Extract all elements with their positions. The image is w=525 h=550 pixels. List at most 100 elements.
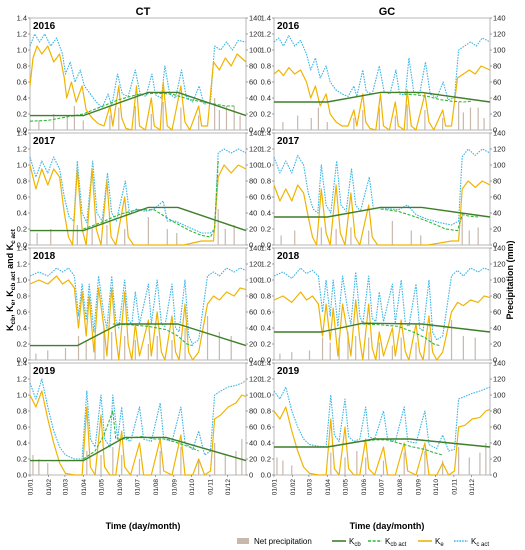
y-tick-left-label: 1.0 bbox=[17, 276, 27, 285]
y-tick-left-label: 1.4 bbox=[261, 244, 271, 253]
precip-bar bbox=[64, 348, 67, 360]
legend-label-sub: cb act bbox=[390, 542, 406, 548]
x-tick-label: 01/07 bbox=[379, 479, 386, 496]
y-tick-left-label: 1.0 bbox=[17, 161, 27, 170]
y-tick-right-label: 0 bbox=[493, 241, 497, 250]
y-tick-right-label: 80 bbox=[493, 407, 501, 416]
legend-swatch-precip bbox=[237, 538, 249, 544]
precip-bar bbox=[241, 439, 243, 475]
y-axis-label-left: Kcb, Ke, Kcb act and Kc act bbox=[5, 228, 17, 331]
y-tick-right-label: 80 bbox=[249, 177, 257, 186]
precip-bar bbox=[474, 337, 476, 360]
panel-year-label: 2016 bbox=[33, 21, 56, 32]
y-tick-left-label: 0.4 bbox=[261, 439, 271, 448]
precip-bar bbox=[479, 452, 481, 475]
y-tick-right-label: 140 bbox=[493, 129, 506, 138]
kcb-series-line bbox=[30, 436, 247, 462]
y-tick-left-label: 1.2 bbox=[17, 375, 27, 384]
legend-label-main: K bbox=[385, 537, 391, 546]
y-tick-right-label: 60 bbox=[493, 423, 501, 432]
precip-bar bbox=[458, 102, 460, 130]
panel-gc-2017: 0.0 0.2 0.4 0.6 0.8 1.0 1.2 1.4 0 20 40 60 80 100 120 1… bbox=[261, 129, 506, 250]
legend-item-kcb: Kcb bbox=[332, 537, 361, 548]
y-tick-right-label: 140 bbox=[493, 14, 506, 23]
y-tick-right-label: 120 bbox=[493, 375, 506, 384]
precip-bar bbox=[156, 336, 158, 360]
precip-bar bbox=[76, 225, 78, 245]
x-tick-label: 01/03 bbox=[306, 479, 313, 496]
precip-bar bbox=[330, 452, 332, 475]
legend-label: Kcb act bbox=[385, 537, 407, 548]
precip-bar bbox=[77, 336, 80, 360]
ke-series-line bbox=[273, 291, 491, 361]
plot-frame bbox=[29, 132, 247, 246]
precip-bar bbox=[86, 451, 88, 475]
y-tick-left-label: 1.4 bbox=[17, 244, 27, 253]
x-tick-label: 01/07 bbox=[135, 479, 142, 496]
precip-bar bbox=[462, 336, 464, 360]
x-axis-label-gc: Time (day/month) bbox=[350, 521, 425, 531]
precip-bar bbox=[356, 451, 358, 475]
kc-act-series-line bbox=[29, 33, 247, 109]
precip-bar bbox=[100, 455, 102, 475]
y-tick-left-label: 1.0 bbox=[261, 391, 271, 400]
y-axis-label-part: , K bbox=[5, 305, 15, 317]
y-tick-right-label: 120 bbox=[249, 260, 262, 269]
column-title-gc: GC bbox=[379, 6, 396, 18]
precip-bar bbox=[468, 230, 470, 245]
precip-bar bbox=[461, 213, 463, 245]
x-tick-label: 01/06 bbox=[361, 479, 368, 496]
precip-bar bbox=[233, 225, 235, 245]
precip-bar bbox=[344, 457, 346, 475]
x-tick-label: 01/04 bbox=[325, 479, 332, 496]
y-tick-right-label: 120 bbox=[493, 145, 506, 154]
y-tick-right-label: 120 bbox=[493, 260, 506, 269]
x-tick-label: 01/12 bbox=[469, 479, 476, 496]
y-tick-right-label: 120 bbox=[249, 375, 262, 384]
y-tick-left-label: 1.2 bbox=[261, 145, 271, 154]
y-tick-right-label: 0 bbox=[249, 471, 253, 480]
y-tick-right-label: 140 bbox=[249, 129, 262, 138]
y-tick-left-label: 0.0 bbox=[261, 471, 271, 480]
precip-bar bbox=[73, 106, 75, 130]
precip-bar bbox=[458, 447, 460, 475]
precip-bar bbox=[176, 233, 178, 245]
y-tick-left-label: 0.8 bbox=[261, 407, 271, 416]
y-tick-right-label: 120 bbox=[249, 145, 262, 154]
precip-bar bbox=[36, 233, 38, 245]
legend-label: Net precipitation bbox=[254, 537, 312, 546]
x-tick-label: 01/03 bbox=[62, 479, 69, 496]
y-tick-right-label: 100 bbox=[249, 46, 262, 55]
ke-series-line bbox=[29, 275, 247, 361]
y-tick-right-label: 20 bbox=[249, 225, 257, 234]
legend-item-kcact: Kc act bbox=[454, 537, 489, 548]
legend-label-main: K bbox=[435, 537, 441, 546]
y-tick-right-label: 40 bbox=[493, 439, 501, 448]
precip-bar bbox=[353, 118, 355, 130]
y-tick-right-label: 60 bbox=[493, 193, 501, 202]
precip-bar bbox=[38, 459, 40, 475]
precip-bar bbox=[124, 336, 126, 360]
precip-bar bbox=[321, 337, 324, 360]
precip-bar bbox=[112, 447, 114, 475]
kcb-series-line bbox=[274, 206, 491, 218]
y-tick-left-label: 1.2 bbox=[17, 145, 27, 154]
precip-bar bbox=[214, 98, 216, 130]
precip-bar bbox=[166, 229, 168, 245]
kcb-series-line bbox=[30, 91, 247, 117]
plot-frame bbox=[273, 247, 491, 361]
kcb-act-series-line bbox=[404, 93, 473, 103]
y-tick-left-label: 0.6 bbox=[17, 78, 27, 87]
y-axis-label-part: , K bbox=[5, 290, 15, 302]
ke-series-line bbox=[273, 180, 491, 246]
precip-bar bbox=[230, 336, 232, 360]
y-tick-left-label: 1.0 bbox=[17, 391, 27, 400]
precip-bar bbox=[225, 106, 228, 130]
precip-bar bbox=[355, 336, 357, 360]
y-tick-right-label: 0 bbox=[493, 471, 497, 480]
x-tick-label: 01/01 bbox=[272, 479, 279, 496]
y-tick-right-label: 40 bbox=[249, 439, 257, 448]
y-tick-right-label: 140 bbox=[249, 359, 262, 368]
legend-label: Kc act bbox=[471, 537, 489, 548]
precip-bar bbox=[159, 451, 161, 475]
